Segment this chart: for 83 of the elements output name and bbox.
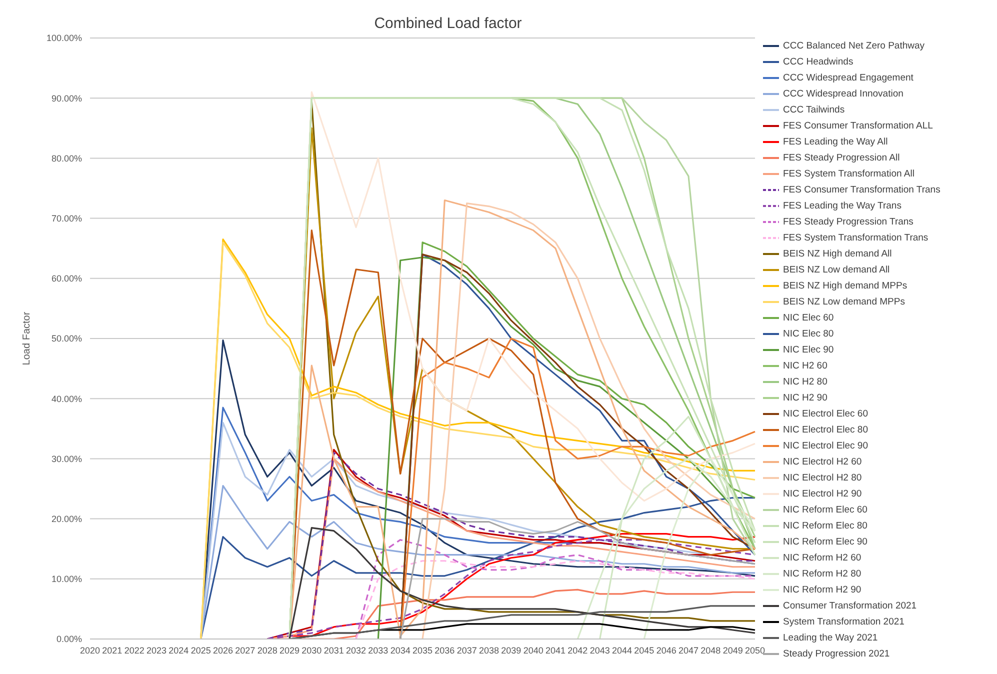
legend-label: CCC Tailwinds	[783, 104, 845, 116]
x-tick-label: 2040	[523, 645, 544, 656]
legend-label: BEIS NZ Low demand MPPs	[783, 296, 905, 308]
legend-label: NIC Electrol Elec 80	[783, 424, 868, 436]
x-tick-label: 2024	[168, 645, 189, 656]
x-tick-label: 2050	[744, 645, 766, 656]
legend-label: NIC H2 80	[783, 376, 828, 388]
legend-label: FES Steady Progression All	[783, 152, 900, 164]
x-tick-label: 2026	[212, 645, 234, 656]
x-tick-label: 2036	[434, 645, 455, 656]
legend-label: NIC Electrol Elec 90	[783, 440, 868, 452]
legend-label: System Transformation 2021	[783, 616, 904, 628]
x-tick-label: 2046	[656, 645, 676, 656]
x-tick-label: 2047	[678, 645, 699, 656]
legend-label: FES Consumer Transformation Trans	[783, 184, 940, 196]
x-tick-label: 2034	[390, 645, 410, 656]
legend-label: NIC Electrol H2 90	[783, 488, 862, 500]
y-tick-label: 60.00%	[51, 274, 82, 284]
legend-label: NIC Electrol Elec 60	[783, 408, 868, 420]
x-tick-label: 2029	[279, 645, 300, 656]
y-axis-title: Load Factor	[22, 311, 33, 366]
legend-label: FES Leading the Way Trans	[783, 200, 902, 212]
x-tick-label: 2025	[190, 645, 211, 656]
x-tick-label: 2028	[257, 645, 278, 656]
legend-label: FES Consumer Transformation ALL	[783, 120, 933, 132]
y-tick-label: 50.00%	[51, 334, 82, 344]
x-tick-label: 2032	[346, 645, 366, 656]
y-tick-label: 0.00%	[56, 634, 82, 644]
x-tick-label: 2027	[235, 645, 256, 656]
x-tick-label: 2049	[722, 645, 743, 656]
legend-label: NIC Reform Elec 90	[783, 536, 868, 548]
y-tick-label: 10.00%	[51, 574, 82, 584]
legend-label: NIC Reform H2 60	[783, 552, 862, 564]
legend-label: CCC Balanced Net Zero Pathway	[783, 40, 925, 52]
x-tick-label: 2031	[324, 645, 344, 656]
x-tick-label: 2039	[501, 645, 522, 656]
x-tick-label: 2041	[545, 645, 566, 656]
x-tick-label: 2037	[456, 645, 477, 656]
legend-label: Consumer Transformation 2021	[783, 600, 917, 612]
legend-label: NIC Electrol H2 80	[783, 472, 862, 484]
legend-label: CCC Headwinds	[783, 56, 854, 68]
x-tick-label: 2033	[368, 645, 388, 656]
x-tick-label: 2044	[612, 645, 632, 656]
legend-label: NIC Reform Elec 80	[783, 520, 868, 532]
legend-label: FES Leading the Way All	[783, 136, 888, 148]
y-tick-label: 80.00%	[51, 153, 82, 164]
x-tick-label: 2020	[80, 645, 100, 656]
x-tick-label: 2022	[124, 645, 144, 656]
x-tick-label: 2043	[590, 645, 610, 656]
legend-label: NIC H2 90	[783, 392, 828, 404]
legend-label: NIC Elec 90	[783, 344, 834, 356]
x-tick-label: 2038	[478, 645, 500, 656]
legend-label: CCC Widespread Engagement	[783, 72, 914, 84]
legend-label: CCC Widespread Innovation	[783, 88, 904, 100]
legend-label: BEIS NZ Low demand All	[783, 264, 890, 276]
legend-label: Leading the Way 2021	[783, 632, 878, 644]
x-tick-label: 2042	[568, 645, 588, 656]
legend-label: NIC Reform H2 90	[783, 584, 862, 596]
x-tick-label: 2021	[102, 645, 122, 656]
legend-label: NIC Reform H2 80	[783, 568, 862, 580]
legend-label: NIC H2 60	[783, 360, 828, 372]
legend-label: NIC Reform Elec 60	[783, 504, 868, 516]
y-tick-label: 20.00%	[51, 514, 82, 524]
legend-label: NIC Elec 60	[783, 312, 834, 324]
legend-label: NIC Elec 80	[783, 328, 834, 340]
y-tick-label: 100.00%	[46, 33, 82, 44]
x-tick-label: 2045	[634, 645, 654, 656]
legend-label: BEIS NZ High demand MPPs	[783, 280, 908, 292]
x-tick-label: 2030	[302, 645, 322, 656]
y-tick-label: 40.00%	[51, 394, 82, 404]
chart-title: Combined Load factor	[374, 15, 522, 32]
x-tick-label: 2023	[146, 645, 167, 656]
x-tick-label: 2048	[700, 645, 721, 656]
legend-label: BEIS NZ High demand All	[783, 248, 892, 260]
y-tick-label: 90.00%	[51, 93, 82, 104]
legend-label: Steady Progression 2021	[783, 648, 890, 660]
y-tick-label: 30.00%	[51, 454, 82, 464]
x-tick-label: 2035	[412, 645, 433, 656]
legend-label: FES Steady Progression Trans	[783, 216, 914, 228]
y-tick-label: 70.00%	[51, 213, 82, 224]
legend-label: FES System Transformation All	[783, 168, 914, 180]
legend-label: NIC Electrol H2 60	[783, 456, 862, 468]
legend-label: FES System Transformation Trans	[783, 232, 928, 244]
